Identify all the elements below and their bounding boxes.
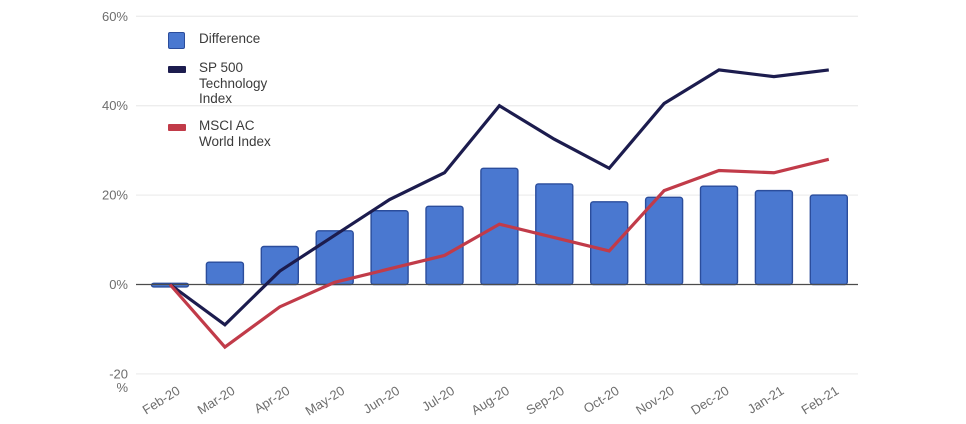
y-axis-label: 60% (102, 9, 128, 24)
y-axis-label: -20% (109, 366, 128, 395)
bar-Dec-20 (699, 185, 739, 286)
msci-line-swatch-icon (168, 123, 186, 131)
legend-label-difference: Difference (199, 31, 261, 46)
x-axis-label: Jul-20 (419, 383, 457, 414)
bar-Feb-21 (809, 194, 848, 286)
x-axis-label: Mar-20 (195, 383, 238, 418)
legend-item-msci-ac-world-index: MSCI AC World Index (168, 118, 279, 149)
line-series (168, 157, 830, 350)
difference-bar-swatch-icon (168, 32, 185, 49)
x-axis-label: Nov-20 (633, 383, 677, 418)
bar-Oct-20 (590, 201, 629, 286)
y-axis-label: 40% (102, 98, 128, 113)
sp500-line-swatch-icon (168, 66, 186, 73)
x-axis-label: Sep-20 (523, 383, 567, 418)
x-axis-label: Aug-20 (468, 383, 512, 418)
bar-Mar-20 (205, 261, 245, 286)
x-axis-label: Jun-20 (361, 383, 403, 417)
bar-Jul-20 (425, 205, 464, 286)
x-axis-label: May-20 (303, 383, 348, 419)
x-axis-label: Feb-20 (140, 383, 183, 418)
y-axis-label: 20% (102, 188, 128, 203)
bar-May-20 (315, 230, 354, 286)
legend-item-difference: Difference (168, 31, 279, 49)
line-series (169, 68, 829, 327)
x-axis-label: Oct-20 (581, 383, 622, 416)
bar-Nov-20 (644, 196, 684, 286)
legend-label-msci-ac-world-index: MSCI AC World Index (199, 117, 271, 149)
bar-Jan-21 (754, 189, 794, 286)
legend-label-sp500-tech-index: SP 500 Technology Index (199, 60, 268, 107)
x-axis-label: Feb-21 (798, 383, 841, 418)
y-axis-label: 0% (109, 277, 128, 292)
legend-item-sp500-tech-index: SP 500 Technology Index (168, 60, 279, 107)
x-axis-label: Dec-20 (688, 383, 732, 418)
bar-Apr-20 (260, 245, 299, 286)
chart-legend: Difference SP 500 Technology Index MSCI … (168, 31, 279, 160)
x-axis-label: Apr-20 (251, 383, 292, 416)
x-axis-label: Jan-21 (745, 383, 787, 417)
